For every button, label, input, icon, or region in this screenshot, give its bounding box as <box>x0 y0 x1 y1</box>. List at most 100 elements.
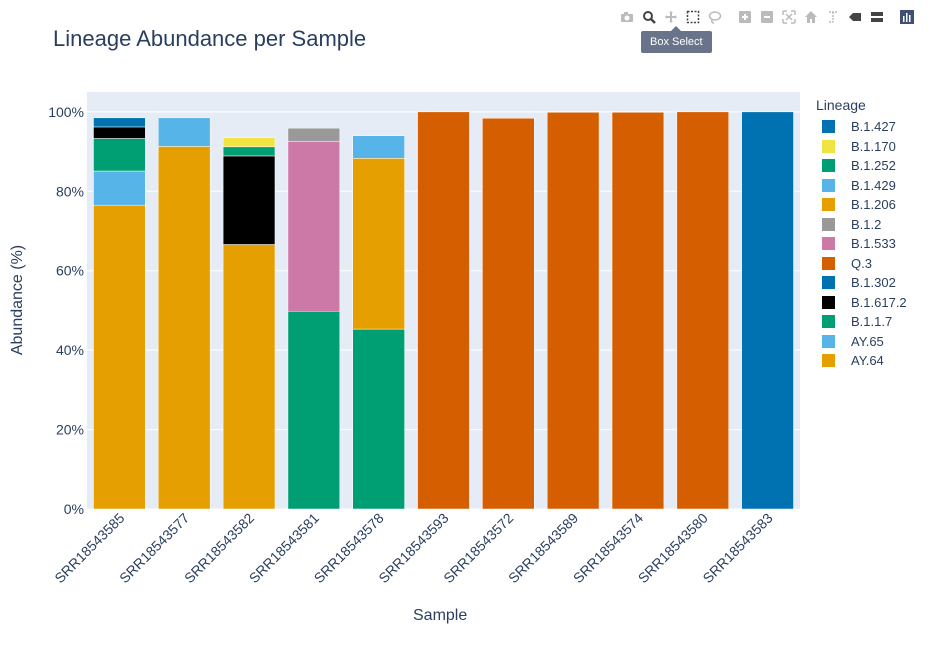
legend: B.1.427 B.1.170 B.1.252 B.1.429 B.1.206 B.1.2… <box>822 117 907 371</box>
legend-item[interactable]: B.1.429 <box>822 176 907 196</box>
legend-item[interactable]: Q.3 <box>822 254 907 274</box>
camera-icon <box>621 12 633 22</box>
hover-closest-button[interactable] <box>846 8 864 26</box>
modebar-tooltip: Box Select <box>641 26 712 53</box>
x-axis-label: Sample <box>413 607 468 624</box>
legend-item[interactable]: AY.64 <box>822 351 907 371</box>
lasso-icon <box>708 11 722 24</box>
legend-swatch <box>822 120 835 134</box>
legend-item[interactable]: B.1.252 <box>822 156 907 176</box>
lasso-button[interactable] <box>706 8 724 26</box>
legend-swatch <box>822 178 835 192</box>
zoom-out-icon <box>761 11 773 23</box>
y-tick-label: 40% <box>56 342 84 358</box>
bar-B.1.206-SRR18543578 <box>352 158 405 330</box>
bar-B.1.2-SRR18543581 <box>287 127 341 142</box>
bar-AY.65-SRR18543577 <box>158 117 211 147</box>
legend-label: B.1.617.2 <box>851 294 907 310</box>
legend-swatch <box>822 256 835 270</box>
spike-lines-button[interactable] <box>824 8 842 26</box>
plotly-logo-icon <box>900 10 914 24</box>
bar-AY.64-SRR18543577 <box>158 146 211 510</box>
hover-closest-icon <box>849 13 861 21</box>
y-tick-label: 100% <box>48 104 84 120</box>
legend-swatch <box>822 139 835 153</box>
pan-button[interactable] <box>662 8 680 26</box>
legend-label: B.1.252 <box>851 158 896 174</box>
bar-B.1.533-SRR18543581 <box>287 141 341 312</box>
legend-swatch <box>822 315 835 329</box>
bar-B.1.429-SRR18543578 <box>352 135 405 159</box>
bar-AY.64-SRR18543585 <box>93 204 146 510</box>
bar-B.1.1.7-SRR18543581 <box>287 310 341 510</box>
bar-B.1.252-SRR18543582 <box>222 146 276 157</box>
bar-B.1.1.7-SRR18543578 <box>352 328 405 510</box>
bar-B.1.617.2-SRR18543585 <box>93 126 146 139</box>
legend-swatch <box>822 159 835 173</box>
bar-Q.3-SRR18543572 <box>482 117 535 510</box>
home-icon <box>805 11 817 23</box>
x-tick-label: SRR18543583 <box>699 510 775 586</box>
legend-item[interactable]: B.1.206 <box>822 195 907 215</box>
bar-B.1.170-SRR18543582 <box>222 137 276 148</box>
bar-B.1.617.2-SRR18543582 <box>222 155 276 245</box>
box-select-icon <box>686 10 700 24</box>
legend-swatch <box>822 295 835 309</box>
legend-label: B.1.1.7 <box>851 314 893 330</box>
chart-title: Lineage Abundance per Sample <box>53 26 367 51</box>
legend-label: B.1.170 <box>851 138 896 154</box>
box-select-button[interactable] <box>684 8 702 26</box>
spike-lines-icon <box>829 11 837 23</box>
legend-label: AY.65 <box>851 333 884 349</box>
y-tick-label: 60% <box>56 263 84 279</box>
legend-swatch <box>822 217 835 231</box>
legend-title: Lineage <box>816 97 866 113</box>
legend-swatch <box>822 237 835 251</box>
modebar <box>618 8 920 26</box>
zoom-icon <box>643 11 656 24</box>
legend-item[interactable]: B.1.533 <box>822 234 907 254</box>
legend-item[interactable]: B.1.170 <box>822 137 907 157</box>
plotly-logo-button[interactable] <box>898 8 916 26</box>
legend-swatch <box>822 276 835 290</box>
bar-Q.3-SRR18543593 <box>417 111 470 510</box>
legend-item[interactable]: B.1.1.7 <box>822 312 907 332</box>
legend-label: B.1.427 <box>851 119 896 135</box>
autoscale-icon <box>782 10 796 24</box>
zoom-in-button[interactable] <box>736 8 754 26</box>
legend-swatch <box>822 198 835 212</box>
bar-Q.3-SRR18543589 <box>546 112 600 510</box>
hover-compare-icon <box>871 12 883 22</box>
bar-B.1.302-SRR18543585 <box>93 117 146 128</box>
hover-compare-button[interactable] <box>868 8 886 26</box>
legend-label: B.1.2 <box>851 216 882 232</box>
bar-AY.64-SRR18543582 <box>222 244 276 510</box>
legend-swatch <box>822 334 835 348</box>
legend-item[interactable]: B.1.617.2 <box>822 293 907 313</box>
legend-label: B.1.302 <box>851 275 896 291</box>
y-tick-label: 0% <box>64 501 84 517</box>
zoom-button[interactable] <box>640 8 658 26</box>
zoom-in-icon <box>739 11 751 23</box>
bar-B.1.1.7-SRR18543585 <box>93 138 146 172</box>
legend-label: B.1.429 <box>851 177 896 193</box>
bar-AY.65-SRR18543585 <box>93 170 146 206</box>
bar-B.1.302-SRR18543583 <box>741 111 794 510</box>
zoom-out-button[interactable] <box>758 8 776 26</box>
legend-label: AY.64 <box>851 353 884 369</box>
legend-item[interactable]: B.1.302 <box>822 273 907 293</box>
legend-item[interactable]: AY.65 <box>822 332 907 352</box>
legend-label: B.1.533 <box>851 236 896 252</box>
y-tick-label: 20% <box>56 422 84 438</box>
legend-swatch <box>822 354 835 368</box>
home-button[interactable] <box>802 8 820 26</box>
y-tick-label: 80% <box>56 183 84 199</box>
pan-icon <box>665 11 677 23</box>
bar-Q.3-SRR18543580 <box>676 111 729 510</box>
legend-item[interactable]: B.1.427 <box>822 117 907 137</box>
autoscale-button[interactable] <box>780 8 798 26</box>
legend-item[interactable]: B.1.2 <box>822 215 907 235</box>
camera-button[interactable] <box>618 8 636 26</box>
legend-label: Q.3 <box>851 255 872 271</box>
